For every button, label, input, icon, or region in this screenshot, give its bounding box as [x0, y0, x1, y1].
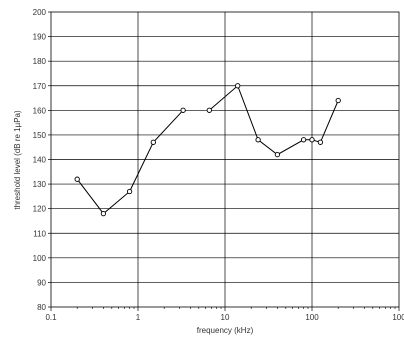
x-axis-title: frequency (kHz) — [197, 326, 254, 335]
y-tick-label: 140 — [33, 156, 47, 165]
x-tick-label: 0.1 — [45, 313, 57, 322]
y-tick-label: 170 — [33, 82, 47, 91]
data-point — [74, 176, 80, 182]
grid — [48, 11, 400, 311]
y-tick-label: 180 — [33, 57, 47, 66]
y-tick-label: 150 — [33, 131, 47, 140]
y-tick-label: 110 — [33, 229, 46, 238]
x-tick-labels: 0.1 1 10 100 100 — [45, 313, 404, 322]
data-point — [309, 137, 315, 143]
y-tick-label: 90 — [37, 278, 46, 287]
y-tick-label: 200 — [33, 8, 47, 17]
data-points — [74, 83, 341, 217]
y-tick-label: 130 — [33, 180, 47, 189]
y-tick-label: 160 — [33, 106, 47, 115]
x-tick-label: 100 — [305, 313, 319, 322]
data-point — [180, 107, 186, 113]
data-point — [255, 137, 261, 143]
data-point — [317, 139, 324, 145]
data-point — [235, 83, 241, 89]
data-point — [335, 97, 341, 104]
series-segment — [76, 109, 184, 215]
y-tick-label: 100 — [33, 254, 47, 263]
series-line — [76, 84, 339, 215]
y-tick-label: 190 — [33, 33, 47, 42]
data-point — [150, 139, 156, 145]
y-tick-labels: 80 90 100 110 120 130 140 150 160 170 180 190 200 — [33, 8, 47, 312]
data-point — [300, 137, 307, 143]
data-point — [274, 151, 281, 158]
y-tick-label: 80 — [37, 303, 46, 312]
x-tick-label: 100 — [392, 313, 404, 322]
data-point — [126, 188, 133, 195]
x-tick-label: 1 — [136, 313, 141, 322]
data-point — [100, 210, 107, 217]
x-tick-label: 10 — [221, 313, 230, 322]
y-axis-title: threshold level (dB re 1µPa) — [13, 110, 22, 210]
data-point — [206, 107, 212, 113]
y-tick-label: 120 — [33, 205, 47, 214]
